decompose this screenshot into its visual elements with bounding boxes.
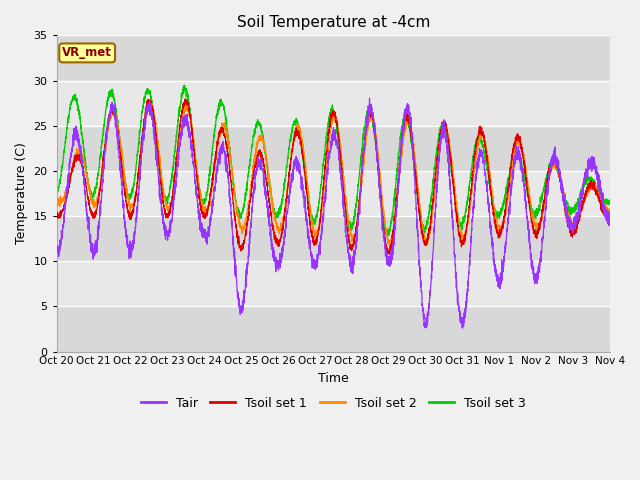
Title: Soil Temperature at -4cm: Soil Temperature at -4cm [237,15,430,30]
Bar [57,216,610,261]
Bar [57,81,610,126]
Y-axis label: Temperature (C): Temperature (C) [15,143,28,244]
Text: VR_met: VR_met [62,47,112,60]
Bar [57,171,610,216]
Bar [57,306,610,351]
Bar [57,36,610,81]
Bar [57,261,610,306]
X-axis label: Time: Time [318,372,349,385]
Bar [57,126,610,171]
Legend: Tair, Tsoil set 1, Tsoil set 2, Tsoil set 3: Tair, Tsoil set 1, Tsoil set 2, Tsoil se… [136,392,531,415]
